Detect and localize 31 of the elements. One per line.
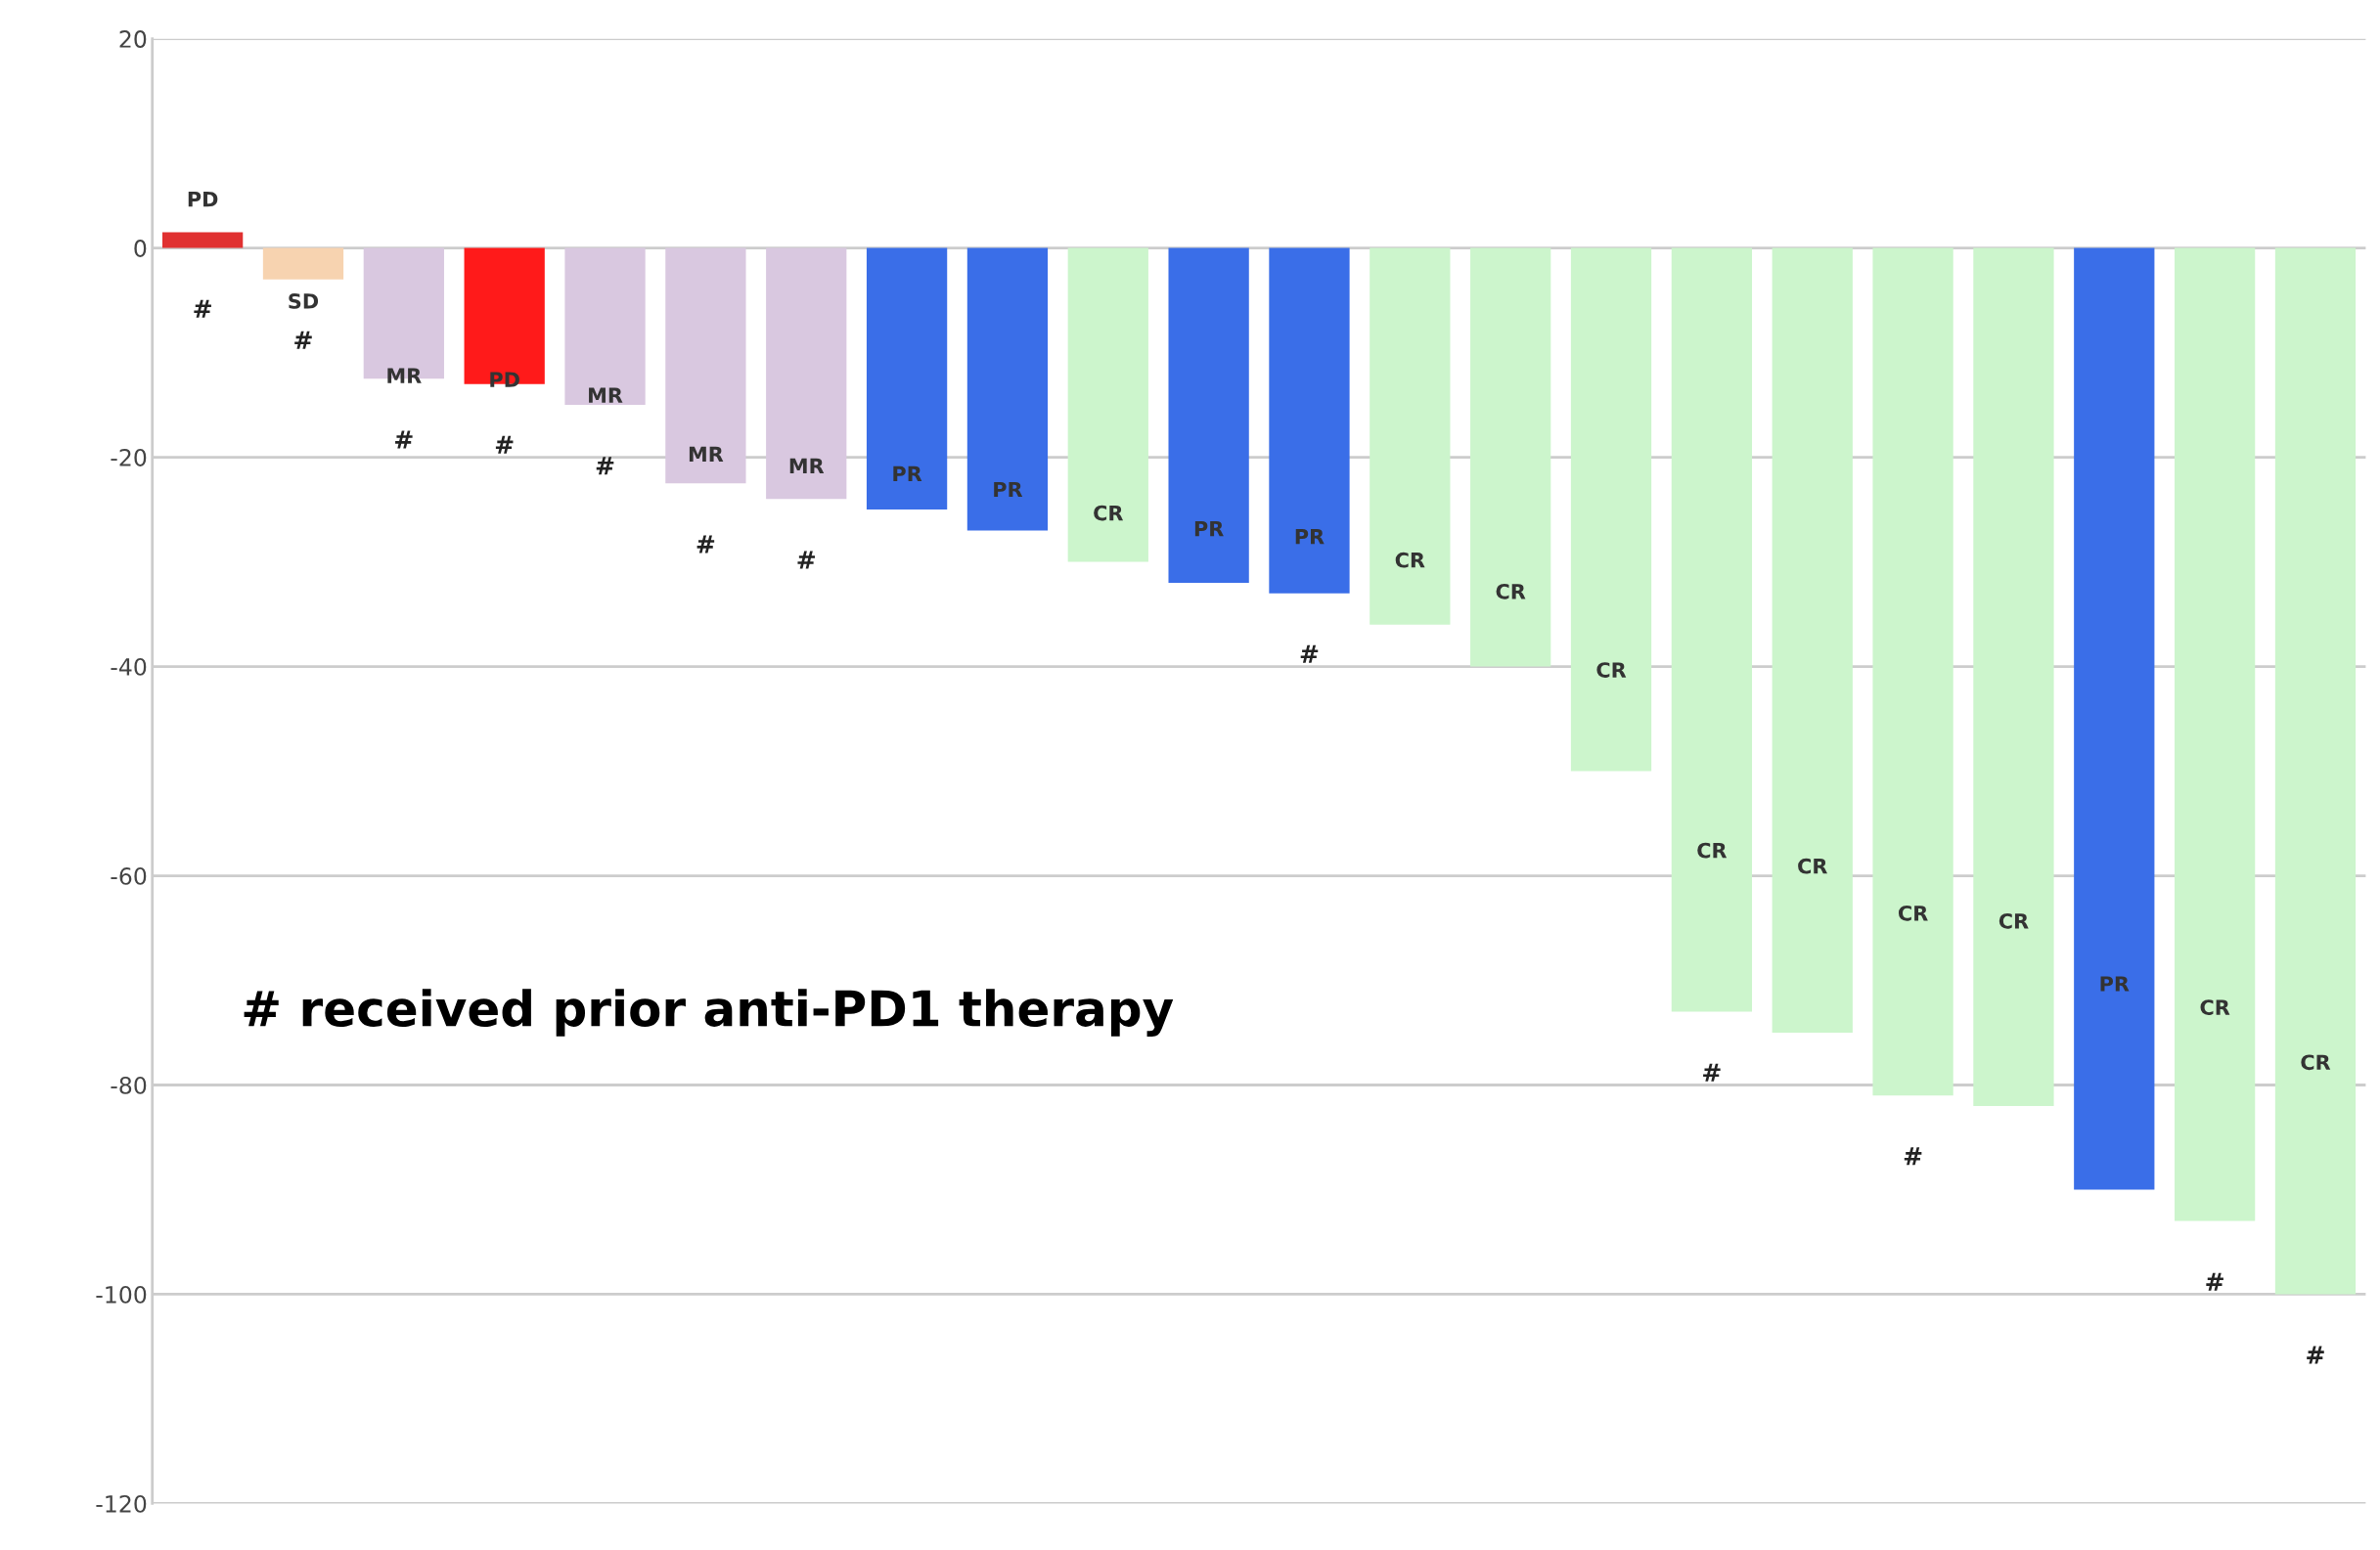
data-label: PR (994, 481, 1023, 498)
text: PR # (1295, 529, 1325, 663)
text: CR # (2200, 999, 2230, 1291)
y-tick-label: -80 (111, 1076, 147, 1094)
y-tick-label: -120 (96, 1494, 147, 1513)
text: PD # (490, 372, 519, 454)
data-label: CR (1496, 583, 1526, 599)
annotation: # received prior anti-PD1 therapy (244, 989, 1174, 1038)
y-tick-label: 0 (134, 240, 147, 257)
text: CR # (1697, 842, 1728, 1082)
text: CR # (1898, 905, 1928, 1166)
text: MR # (387, 368, 422, 449)
data-label: CR (1395, 552, 1425, 568)
data-label: PR (2100, 976, 2130, 992)
data-label: PR (1194, 521, 1224, 537)
data-label: SD # (289, 293, 319, 349)
y-tick-label: -100 (96, 1285, 147, 1304)
text: MR # (689, 446, 724, 554)
y-tick-label: -20 (111, 449, 147, 466)
data-label: CR (1798, 858, 1827, 874)
text: CR # (2301, 1054, 2331, 1364)
data-label: CR (1094, 505, 1124, 521)
data-label: PR (893, 465, 922, 482)
text: MR # (789, 458, 825, 569)
text: MR # (589, 387, 623, 475)
text: PD # (188, 192, 218, 318)
y-tick-label: -60 (111, 866, 147, 885)
y-tick-label: -40 (111, 658, 147, 676)
y-tick-label: 20 (119, 30, 147, 48)
data-label: CR (1998, 912, 2029, 929)
data-label: CR (1596, 662, 1627, 678)
